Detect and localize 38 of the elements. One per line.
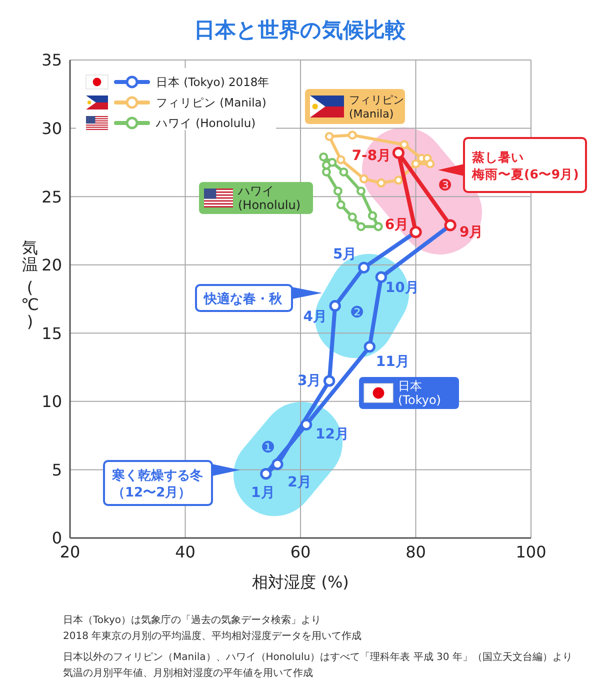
legend-label: フィリピン (Manila) xyxy=(156,96,266,110)
text: 2018 年東京の月別の平均温度、平均相対湿度データを用いて作成 xyxy=(63,630,362,642)
annotation: 9月 xyxy=(459,224,484,240)
annotation: 快適な春・秋 xyxy=(203,291,283,307)
annotation: 日本 (Tokyo) xyxy=(398,379,441,407)
x-tick-label: 100 xyxy=(516,542,546,562)
annotation: 1月 xyxy=(251,484,275,501)
annotation: 寒く乾燥する冬（12〜2月） xyxy=(111,468,203,500)
chart-title: 日本と世界の気候比較 xyxy=(194,18,407,42)
y-tick-label: 15 xyxy=(42,324,62,343)
annotation: 3月 xyxy=(297,372,322,389)
annotation: 7-8月 xyxy=(352,148,392,164)
annotation: ❶ xyxy=(260,438,276,456)
legend-label: 日本 (Tokyo) 2018年 xyxy=(156,75,270,89)
annotation: ❷ xyxy=(350,302,364,322)
x-tick-label: 40 xyxy=(175,542,196,562)
y-tick-label: 0 xyxy=(52,528,62,548)
annotation: 5月 xyxy=(333,246,357,263)
legend-label: ハワイ (Honolulu) xyxy=(155,116,256,130)
y-tick-label: 30 xyxy=(42,118,62,138)
x-tick-label: 80 xyxy=(406,542,426,562)
x-axis-title: 相対湿度 (%) xyxy=(252,572,349,592)
y-tick-label: 5 xyxy=(52,460,62,480)
y-tick-label: 10 xyxy=(42,392,62,412)
annotation: 6月 xyxy=(384,217,409,234)
y-axis-title: 気温 (℃) xyxy=(21,238,39,330)
y-tick-label: 35 xyxy=(42,50,62,70)
y-tick-label: 25 xyxy=(42,187,62,206)
text: 日本（Tokyo）は気象庁の「過去の気象データ検索」より xyxy=(63,614,321,626)
text: 気温の月別平年値、月別相対湿度の平年値を用いて作成 xyxy=(63,667,313,679)
annotation: 蒸し暑い梅雨〜夏(6〜9月) xyxy=(471,150,579,182)
annotation: フィリピン (Manila) xyxy=(349,94,404,120)
annotation: ❸ xyxy=(438,176,452,194)
x-tick-label: 60 xyxy=(290,542,311,562)
annotation: ハワイ (Honolulu) xyxy=(237,184,301,212)
annotation: 11月 xyxy=(376,354,410,370)
y-tick-label: 20 xyxy=(42,256,62,275)
text: 日本以外のフィリピン（Manila）、ハワイ（Honolulu）はすべて「理科年表 平成 30 年」（国立天文台編）より xyxy=(63,651,572,663)
